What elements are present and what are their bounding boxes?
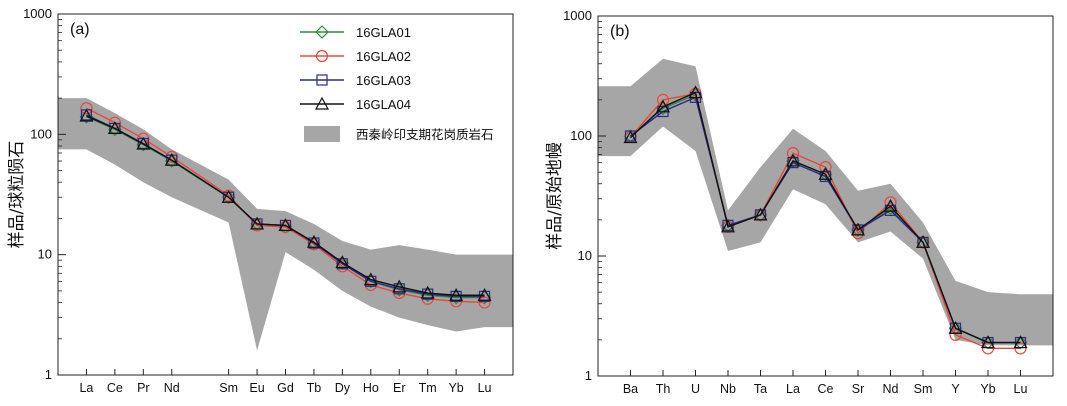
data-point — [420, 285, 435, 299]
y-tick-label: 1 — [45, 367, 52, 382]
x-tick-label: Nb — [720, 382, 736, 396]
data-point — [107, 121, 122, 135]
data-point — [250, 216, 265, 230]
y-tick-label: 10 — [38, 247, 52, 262]
data-point — [79, 108, 94, 122]
data-point — [449, 287, 464, 301]
panel-a: 1 10 100 1000 La Ce Pr Nd Sm Eu Gd Tb Dy Ho Er Tm Yb Lu 样品… — [7, 6, 514, 395]
legend-range-entry: 西秦岭印支期花岗质岩石 — [356, 127, 494, 142]
data-point — [720, 219, 736, 233]
y-tick-label: 10 — [578, 248, 592, 263]
y-tick-label: 1000 — [23, 6, 52, 21]
data-point — [477, 287, 492, 301]
x-tick-label: Th — [656, 382, 671, 396]
x-tick-label: Eu — [249, 381, 264, 395]
data-point — [392, 279, 407, 293]
legend-entry: 16GLA03 — [356, 73, 411, 88]
data-point — [884, 196, 897, 209]
legend-entry: 16GLA02 — [356, 49, 411, 64]
panel-label: (a) — [70, 21, 90, 38]
legend-marker — [316, 74, 328, 86]
x-tick-label: La — [786, 382, 800, 396]
data-point — [422, 288, 434, 300]
data-point — [79, 109, 94, 124]
data-point — [336, 258, 348, 270]
x-tick-label: Ba — [623, 382, 638, 396]
legend-marker — [314, 96, 330, 110]
data-point — [478, 290, 491, 302]
x-tick-label: Yb — [448, 381, 463, 395]
data-point — [850, 222, 866, 236]
x-tick-label: Sr — [852, 382, 865, 396]
series-line — [630, 91, 1021, 344]
x-tick-label: U — [691, 382, 700, 396]
x-tick-label: Nd — [164, 381, 180, 395]
y-axis-label: 样品/球粒陨石 — [7, 141, 27, 249]
panel-label: (b) — [610, 23, 630, 40]
data-point — [818, 166, 833, 180]
x-tick-label: Yb — [980, 382, 995, 396]
y-tick-label: 100 — [570, 128, 592, 143]
x-tick-label: Nd — [883, 382, 899, 396]
legend-entry: 16GLA04 — [356, 97, 411, 112]
x-tick-label: Ce — [818, 382, 834, 396]
legend-marker — [315, 25, 329, 39]
x-tick-label: Tm — [419, 381, 437, 395]
data-point — [308, 237, 320, 249]
y-tick-label: 100 — [30, 126, 52, 141]
x-tick-label: Ta — [754, 382, 767, 396]
data-point — [883, 198, 898, 212]
data-point — [949, 328, 962, 342]
x-tick-label: Er — [393, 381, 406, 395]
data-point — [753, 207, 768, 221]
data-point — [363, 272, 378, 286]
x-tick-label: Ce — [107, 381, 123, 395]
data-point — [335, 255, 350, 269]
data-point — [136, 136, 151, 150]
data-point — [786, 154, 800, 168]
x-tick-label: Sm — [914, 382, 933, 396]
x-tick-label: La — [79, 381, 93, 395]
y-tick-label: 1 — [585, 368, 592, 383]
legend: 16GLA01 16GLA02 16GLA03 16GLA04 西秦岭印支期花岗质岩石 — [300, 25, 494, 142]
data-point — [306, 234, 321, 248]
x-tick-label: Sm — [219, 381, 238, 395]
x-tick-label: Y — [951, 382, 960, 396]
y-tick-label: 1000 — [563, 8, 592, 23]
x-tick-label: Dy — [335, 381, 351, 395]
legend-range-swatch — [304, 126, 340, 142]
x-tick-label: Gd — [277, 381, 294, 395]
data-point — [450, 290, 462, 302]
data-point — [221, 190, 236, 203]
data-point — [785, 153, 801, 167]
data-point — [786, 147, 800, 160]
y-axis-label: 样品/原始地幔 — [545, 142, 565, 250]
data-point — [656, 93, 670, 106]
data-point — [948, 320, 963, 334]
legend-entry: 16GLA01 — [356, 25, 411, 40]
series-16GLA04 — [623, 85, 1028, 349]
panel-b: 1 10 100 1000 Ba Th U Nb Ta La Ce Sr Nd Sm Y Yb Lu 样品/原始地… — [545, 8, 1054, 396]
series-16GLA04 — [79, 108, 492, 301]
x-tick-label: Lu — [478, 381, 492, 395]
x-tick-label: Lu — [1014, 382, 1028, 396]
x-tick-label: Tb — [307, 381, 322, 395]
data-point — [1013, 335, 1028, 349]
data-point — [655, 99, 671, 113]
data-point — [164, 152, 179, 166]
data-point — [278, 218, 293, 232]
range-band — [598, 58, 1053, 346]
x-tick-label: Pr — [137, 381, 150, 395]
legend-marker — [315, 49, 329, 63]
x-tick-label: Ho — [363, 381, 379, 395]
data-point — [819, 161, 832, 174]
data-point — [915, 235, 931, 248]
data-point — [688, 85, 703, 99]
data-point — [623, 130, 638, 144]
data-point — [980, 335, 996, 349]
data-point — [80, 102, 93, 115]
